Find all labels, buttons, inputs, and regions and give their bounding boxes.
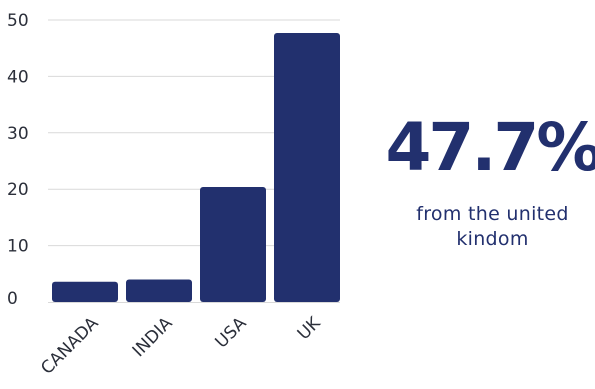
x-tick-label-usa: USA bbox=[212, 313, 251, 352]
highlight-caption: from the united kindom bbox=[385, 202, 595, 252]
highlight-caption-line-1: from the united bbox=[416, 203, 569, 225]
y-tick-label-0: 0 bbox=[7, 289, 18, 309]
y-tick-label-50: 50 bbox=[7, 11, 29, 31]
x-tick-label-india: INDIA bbox=[129, 313, 177, 361]
bar-chart: 0 10 20 30 40 50 CANADA INDIA USA UK bbox=[7, 11, 340, 379]
y-tick-label-20: 20 bbox=[7, 180, 29, 200]
bar-usa bbox=[200, 186, 266, 302]
y-tick-label-40: 40 bbox=[7, 67, 29, 87]
x-tick-label-canada: CANADA bbox=[37, 313, 103, 379]
y-tick-label-30: 30 bbox=[7, 124, 29, 144]
bar-canada bbox=[52, 281, 118, 302]
highlight-value: 47.7% bbox=[385, 109, 595, 186]
highlight-stat: 47.7% from the united kindom bbox=[385, 108, 595, 252]
x-tick-label-uk: UK bbox=[294, 313, 325, 344]
bar-uk bbox=[274, 32, 340, 303]
highlight-caption-line-2: kindom bbox=[456, 228, 529, 250]
y-tick-label-10: 10 bbox=[7, 237, 29, 257]
bar-india bbox=[126, 279, 192, 302]
